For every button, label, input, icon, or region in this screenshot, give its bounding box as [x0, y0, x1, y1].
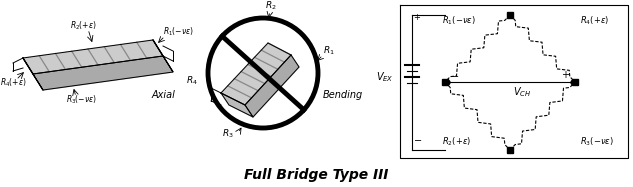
Text: Bending: Bending — [323, 90, 363, 100]
Text: $R_3(-\nu\varepsilon)$: $R_3(-\nu\varepsilon)$ — [66, 94, 97, 106]
Polygon shape — [33, 56, 173, 90]
Text: $R_4$: $R_4$ — [186, 74, 198, 87]
Text: $R_4(+ \varepsilon)$: $R_4(+ \varepsilon)$ — [580, 14, 609, 27]
Polygon shape — [245, 55, 299, 117]
Text: $R_3$: $R_3$ — [222, 127, 234, 140]
Text: $R_2$: $R_2$ — [265, 0, 277, 11]
Text: $+$: $+$ — [413, 12, 421, 22]
Text: $R_2(+ \varepsilon)$: $R_2(+ \varepsilon)$ — [442, 136, 471, 148]
Polygon shape — [153, 40, 173, 72]
Polygon shape — [23, 58, 43, 90]
Text: $R_1(-\nu\varepsilon)$: $R_1(-\nu\varepsilon)$ — [442, 14, 476, 27]
Text: $R_2(+\varepsilon)$: $R_2(+\varepsilon)$ — [70, 20, 96, 32]
Text: $V_{CH}$: $V_{CH}$ — [513, 85, 531, 99]
Polygon shape — [23, 40, 163, 74]
Text: $-$: $-$ — [413, 134, 422, 144]
Polygon shape — [221, 43, 291, 105]
Text: $-$: $-$ — [450, 70, 459, 80]
Text: $V_{EX}$: $V_{EX}$ — [376, 71, 394, 84]
Text: $R_4(+\varepsilon)$: $R_4(+\varepsilon)$ — [0, 77, 27, 89]
Text: $R_3(-\nu\varepsilon)$: $R_3(-\nu\varepsilon)$ — [580, 136, 614, 148]
Text: $R_1$: $R_1$ — [323, 44, 335, 56]
Text: Axial: Axial — [151, 90, 175, 100]
Text: Full Bridge Type III: Full Bridge Type III — [244, 168, 388, 182]
Polygon shape — [221, 93, 253, 117]
Text: $R_1(-\nu\varepsilon)$: $R_1(-\nu\varepsilon)$ — [163, 26, 194, 38]
Text: $+$: $+$ — [561, 69, 570, 80]
